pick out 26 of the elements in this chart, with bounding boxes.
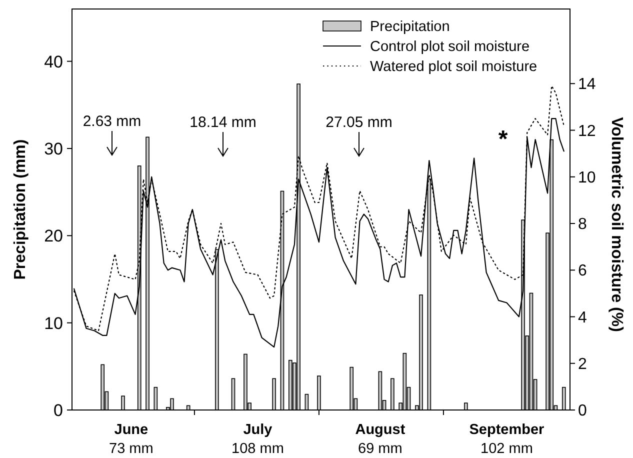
annotation: 18.14 mm [190,114,256,131]
annotation: * [498,126,508,153]
y2-tick-label: 12 [578,122,596,140]
y-tick-label: 30 [44,139,63,158]
y-tick-label: 10 [44,314,63,333]
annotation: 27.05 mm [326,114,392,131]
x-tick-label: August 69 mm [355,422,406,457]
y-tick-label: 0 [54,400,63,420]
legend-label: Control plot soil moisture [370,39,530,56]
legend-label: Precipitation [370,19,450,36]
legend-label: Watered plot soil moisture [370,59,538,76]
annotation: 2.63 mm [82,113,142,130]
y2-tick-label: 14 [578,76,596,94]
y-axis-title: Precipitation (mm) [12,139,29,280]
x-tick-label: June 73 mm [109,422,154,457]
y2-tick-label: 2 [578,356,587,373]
y2-tick-label: 8 [578,216,587,234]
x-tick-label: July 108 mm [232,422,284,457]
y-tick-label: 40 [44,52,63,72]
y2-tick-label: 4 [578,309,587,326]
y2-tick-label: 10 [578,169,596,186]
y2-axis-title: Volumetric soil moisture (%) [608,117,625,332]
y2-tick-label: 0 [578,402,587,420]
y-tick-label: 20 [44,226,63,246]
y2-tick-label: 6 [578,262,587,280]
x-tick-label: September 102 mm [469,422,545,457]
